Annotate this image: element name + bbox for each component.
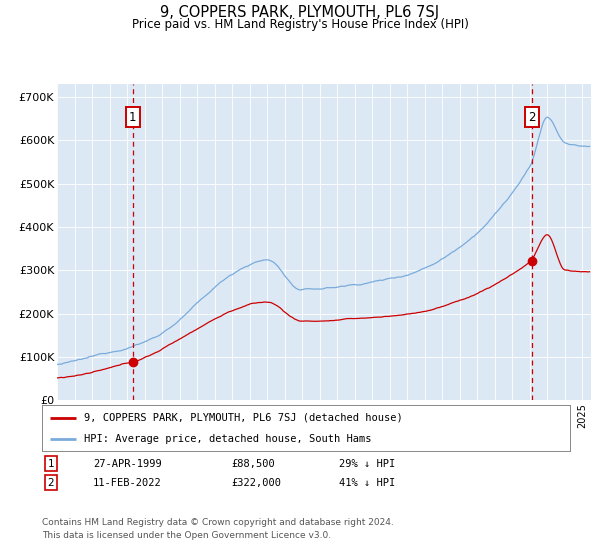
Text: 41% ↓ HPI: 41% ↓ HPI xyxy=(339,478,395,488)
Text: 2: 2 xyxy=(47,478,55,488)
Text: 29% ↓ HPI: 29% ↓ HPI xyxy=(339,459,395,469)
Text: Contains HM Land Registry data © Crown copyright and database right 2024.
This d: Contains HM Land Registry data © Crown c… xyxy=(42,519,394,540)
Text: 9, COPPERS PARK, PLYMOUTH, PL6 7SJ (detached house): 9, COPPERS PARK, PLYMOUTH, PL6 7SJ (deta… xyxy=(84,413,403,423)
Text: 2: 2 xyxy=(528,111,536,124)
Text: 1: 1 xyxy=(47,459,55,469)
Text: £88,500: £88,500 xyxy=(231,459,275,469)
Text: Price paid vs. HM Land Registry's House Price Index (HPI): Price paid vs. HM Land Registry's House … xyxy=(131,18,469,31)
Text: 9, COPPERS PARK, PLYMOUTH, PL6 7SJ: 9, COPPERS PARK, PLYMOUTH, PL6 7SJ xyxy=(160,6,440,20)
Text: 1: 1 xyxy=(129,111,136,124)
Text: 27-APR-1999: 27-APR-1999 xyxy=(93,459,162,469)
Text: 11-FEB-2022: 11-FEB-2022 xyxy=(93,478,162,488)
Text: £322,000: £322,000 xyxy=(231,478,281,488)
Text: HPI: Average price, detached house, South Hams: HPI: Average price, detached house, Sout… xyxy=(84,434,372,444)
